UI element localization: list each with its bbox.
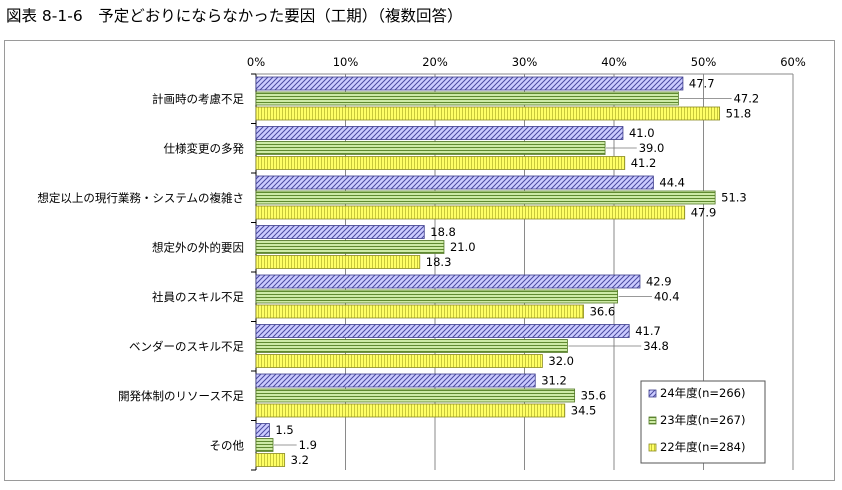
data-label: 34.5	[571, 404, 597, 418]
data-label: 42.9	[646, 275, 672, 289]
bar-2	[255, 339, 568, 353]
bar-3	[255, 255, 421, 269]
category-label: その他	[210, 438, 245, 452]
legend: 24年度(n=266) 23年度(n=267) 22年度(n=284)	[640, 380, 766, 464]
bar-3	[255, 156, 626, 170]
x-tick-label: 20%	[422, 55, 448, 69]
bar-3	[255, 106, 721, 121]
x-tick-label: 40%	[601, 55, 627, 69]
grid-layer	[251, 73, 794, 471]
legend-swatch	[648, 416, 657, 425]
data-label: 40.4	[654, 290, 680, 304]
data-label: 51.3	[721, 191, 747, 205]
bar-2	[255, 438, 274, 452]
data-label: 41.2	[631, 156, 657, 170]
x-tick-label: 30%	[512, 55, 538, 69]
legend-label: 23年度(n=267)	[660, 413, 745, 427]
x-tick-label: 10%	[333, 55, 359, 69]
bar-2	[255, 190, 716, 205]
bar-2	[255, 91, 679, 106]
figure-title: 図表 8-1-6 予定どおりにならなかった要因（工期）（複数回答）	[6, 7, 463, 25]
data-label: 51.8	[726, 107, 752, 121]
legend-swatch	[648, 389, 657, 398]
x-tick-label: 60%	[780, 55, 806, 69]
bar-1	[255, 126, 624, 140]
data-label: 21.0	[450, 240, 476, 254]
x-tick-label: 50%	[691, 55, 717, 69]
data-label: 39.0	[639, 141, 665, 155]
data-label: 32.0	[548, 354, 574, 368]
data-label: 47.2	[734, 92, 760, 106]
data-label: 44.4	[659, 176, 685, 190]
data-label: 36.6	[590, 305, 616, 319]
bar-1	[255, 225, 425, 239]
data-label: 31.2	[541, 374, 567, 388]
category-label: 想定以上の現行業務・システムの複雑さ	[37, 191, 244, 205]
legend-label: 22年度(n=284)	[660, 440, 745, 454]
category-label: 想定外の外的要因	[152, 240, 244, 254]
bar-2	[255, 388, 576, 403]
bar-2	[255, 141, 606, 155]
data-label: 47.7	[689, 77, 715, 91]
legend-swatch	[648, 443, 657, 452]
bar-1	[255, 324, 630, 338]
data-label: 41.0	[629, 126, 655, 140]
bar-3	[255, 403, 566, 418]
bar-2	[255, 240, 445, 254]
bar-3	[255, 453, 286, 467]
category-label: 計画時の考慮不足	[152, 92, 244, 106]
legend-label: 24年度(n=266)	[660, 386, 745, 400]
data-label: 35.6	[581, 389, 607, 403]
bar-1	[255, 373, 536, 388]
bar-1	[255, 76, 684, 91]
bar-3	[255, 354, 543, 368]
bar-2	[255, 289, 618, 304]
bar-3	[255, 205, 686, 220]
category-label: 仕様変更の多発	[164, 141, 245, 155]
bar-3	[255, 304, 584, 319]
legend-box	[640, 380, 766, 464]
bar-1	[255, 423, 270, 437]
category-label: 社員のスキル不足	[152, 290, 244, 304]
data-label: 3.2	[291, 453, 309, 467]
category-label: 開発体制のリソース不足	[118, 389, 244, 403]
bar-1	[255, 274, 641, 289]
category-label: ベンダーのスキル不足	[129, 339, 244, 353]
data-label: 1.9	[299, 438, 317, 452]
data-label: 47.9	[691, 206, 717, 220]
chart-frame	[4, 40, 835, 481]
data-label: 34.8	[643, 339, 669, 353]
data-label: 1.5	[275, 423, 293, 437]
labels-layer: 0% 10% 20% 30% 40% 50% 60% 計画時の考慮不足 47.7 47.251.8…	[37, 55, 806, 467]
x-tick-label: 0%	[247, 55, 265, 69]
data-label: 18.3	[426, 255, 452, 269]
bar-1	[255, 175, 654, 190]
bars-layer	[255, 76, 721, 467]
data-label: 18.8	[430, 225, 456, 239]
data-label: 41.7	[635, 324, 661, 338]
